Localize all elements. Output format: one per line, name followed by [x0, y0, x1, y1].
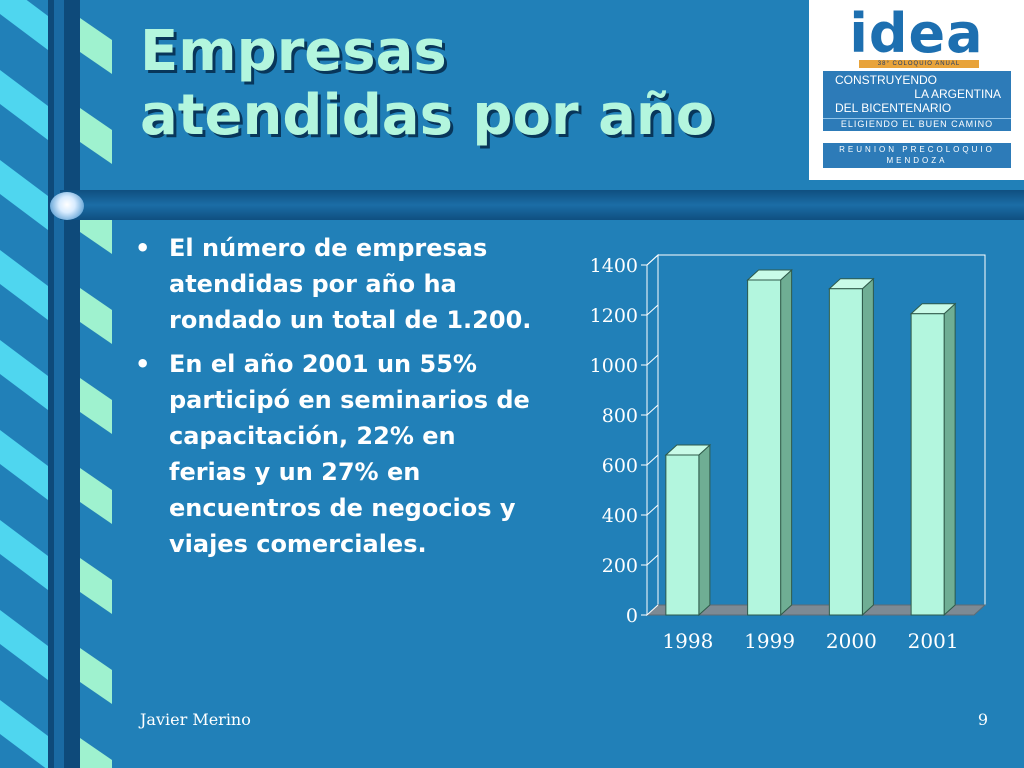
y-tick-depth-line	[646, 604, 659, 616]
logo-reunion-box: REUNION PRECOLOQUIO MENDOZA	[823, 143, 1011, 168]
ribbon-stripe-left	[0, 250, 48, 320]
page-number: 9	[977, 710, 988, 729]
y-tick-label: 0	[626, 605, 638, 627]
ribbon-stripe-left	[0, 70, 48, 140]
bar-side	[780, 268, 793, 617]
bar-side	[943, 302, 956, 617]
x-tick-label: 1998	[662, 629, 713, 653]
logo-line-3: DEL BICENTENARIO	[835, 101, 952, 115]
ribbon-stripe-right	[80, 738, 112, 768]
logo-line-1: CONSTRUYENDO	[835, 73, 938, 87]
ribbon-stripe-right	[80, 468, 112, 524]
ribbon-pole-highlight	[54, 0, 64, 768]
ribbon-stripe-left	[0, 520, 48, 590]
y-tick-depth-line	[646, 454, 659, 466]
logo-city-text: MENDOZA	[886, 156, 948, 165]
y-tick-depth-line	[646, 554, 659, 566]
x-axis: 1998 1999 2000 2001	[662, 629, 958, 653]
ribbon-stripe-left	[0, 340, 48, 410]
ribbon-stripe-right	[80, 18, 112, 74]
y-tick-label: 200	[602, 555, 638, 577]
logo-reunion-text: REUNION PRECOLOQUIO	[839, 145, 995, 154]
ribbon-stripe-left	[0, 160, 48, 230]
bar	[910, 313, 945, 616]
y-tick-label: 400	[602, 505, 638, 527]
y-tick-label: 600	[602, 455, 638, 477]
logo-wordmark: idea	[849, 2, 984, 65]
glowing-orb	[50, 192, 84, 220]
bar	[828, 288, 863, 616]
idea-logo: idea 38° COLOQUIO ANUAL CONSTRUYENDO LA …	[809, 0, 1024, 180]
bullet-item: El número de empresas atendidas por año …	[135, 230, 540, 338]
bar-chart: 0 200 400 600 800 1000 1200 1400 1998 1999 2000 20…	[590, 253, 987, 653]
footer-author: Javier Merino	[140, 710, 251, 729]
ribbon-stripe-left	[0, 610, 48, 680]
ribbon-stripe-right	[80, 648, 112, 704]
y-tick-depth-line	[646, 504, 659, 516]
y-tick-depth-line	[646, 404, 659, 416]
y-tick-label: 1400	[590, 255, 638, 277]
title-line: Empresas	[140, 19, 447, 84]
y-tick-label: 1200	[590, 305, 638, 327]
title-line: atendidas por año	[140, 83, 715, 148]
bullet-item: En el año 2001 un 55% participó en semin…	[135, 346, 540, 562]
y-tick-label: 800	[602, 405, 638, 427]
logo-line-4: ELIGIENDO EL BUEN CAMINO	[823, 118, 1011, 129]
bar-side	[698, 443, 711, 617]
x-tick-label: 2001	[908, 629, 959, 653]
ribbon-stripe-right	[80, 378, 112, 434]
y-tick-depth-line	[646, 254, 659, 266]
x-tick-label: 1999	[744, 629, 795, 653]
logo-line-2: LA ARGENTINA	[914, 87, 1001, 101]
y-axis: 0 200 400 600 800 1000 1200 1400	[590, 254, 659, 627]
y-tick-depth-line	[646, 354, 659, 366]
slide-title: Empresas atendidas por año	[140, 20, 800, 148]
side-wall	[646, 253, 659, 617]
ribbon-stripe-left	[0, 0, 48, 50]
y-tick-depth-line	[646, 304, 659, 316]
bars	[664, 268, 957, 617]
logo-coloquio-strip: 38° COLOQUIO ANUAL	[859, 60, 979, 68]
title-separator-bar	[60, 190, 1024, 220]
x-tick-label: 2000	[826, 629, 877, 653]
ribbon-stripe-right	[80, 558, 112, 614]
ribbon-stripe-right	[80, 108, 112, 164]
bar	[665, 454, 700, 616]
ribbon-stripe-left	[0, 700, 48, 768]
decorative-ribbon	[0, 0, 112, 768]
bar	[747, 279, 782, 616]
logo-slogan-box: CONSTRUYENDO LA ARGENTINA DEL BICENTENAR…	[823, 71, 1011, 131]
ribbon-stripe-left	[0, 430, 48, 500]
bullet-list: El número de empresas atendidas por año …	[135, 230, 540, 570]
ribbon-stripe-right	[80, 288, 112, 344]
y-tick-label: 1000	[590, 355, 638, 377]
bar-side	[861, 277, 874, 617]
